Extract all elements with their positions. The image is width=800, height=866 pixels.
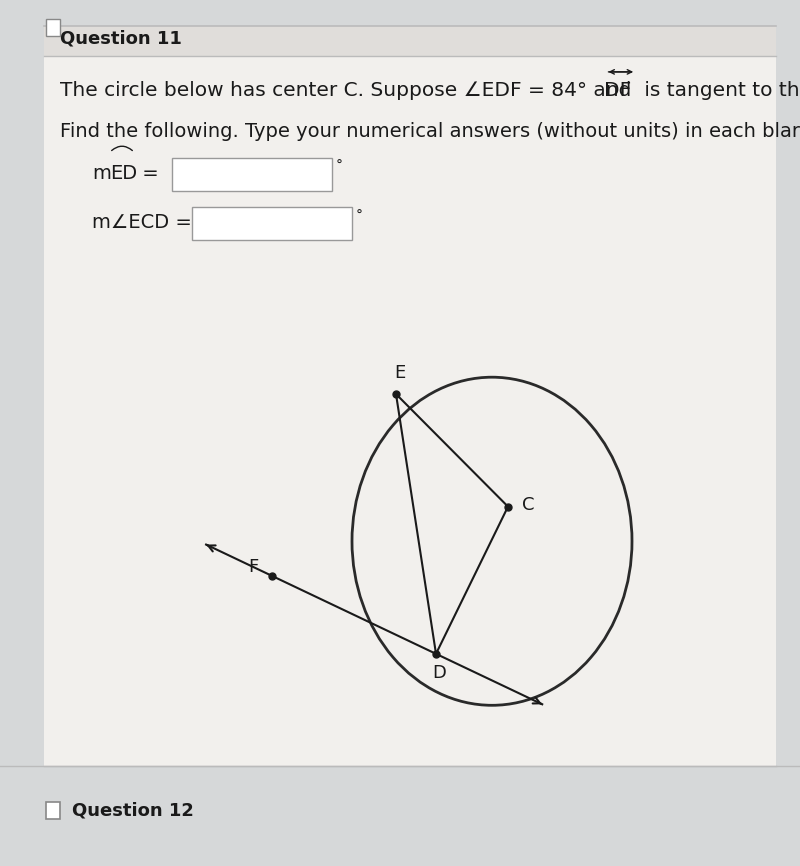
Bar [192,207,352,240]
Bar [46,802,60,819]
Text: °: ° [335,159,342,173]
Text: E: E [394,364,406,382]
Text: m∠ECD =: m∠ECD = [92,213,192,232]
Text: =: = [136,164,158,183]
Text: DF: DF [604,81,631,100]
Text: is tangent to th: is tangent to th [638,81,799,100]
Text: Question 11: Question 11 [60,29,182,47]
Bar [0,766,800,866]
Text: m: m [92,164,111,183]
Text: Question 12: Question 12 [72,802,194,819]
Text: The circle below has center C. Suppose ∠EDF = 84° and: The circle below has center C. Suppose ∠… [60,81,638,100]
Text: F: F [248,559,258,576]
Bar [44,26,776,56]
Bar [172,158,332,191]
Text: ED: ED [110,164,138,183]
Text: C: C [522,496,534,514]
Bar [44,26,776,766]
Text: °: ° [355,209,362,223]
Bar [46,19,60,36]
Text: D: D [432,664,446,682]
Text: Find the following. Type your numerical answers (without units) in each blar: Find the following. Type your numerical … [60,122,800,141]
